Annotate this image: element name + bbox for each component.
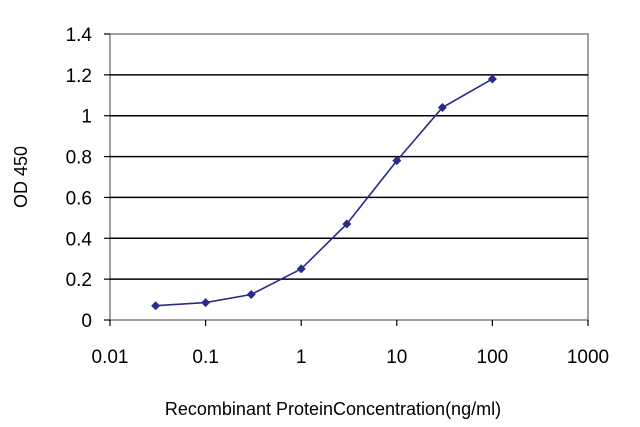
gridlines [110,74,588,280]
x-tick-label: 10 [386,347,407,368]
data-point [201,298,211,308]
series-group [151,74,497,311]
x-axis-title: Recombinant ProteinConcentration(ng/ml) [165,399,501,419]
y-tick-label: 1.2 [66,66,92,87]
data-point [392,156,402,166]
y-tick-label: 0.2 [66,270,92,291]
data-point [437,103,447,113]
y-axis: 0 0.2 0.4 0.6 0.8 1 1.2 1.4 [66,25,110,332]
y-tick-label: 0.4 [66,229,93,250]
x-tick-label: 0.1 [192,347,218,368]
y-tick-label: 1.4 [66,25,93,46]
y-tick-label: 0.6 [66,188,92,209]
x-tick-label: 1 [296,347,307,368]
plot-area [109,33,589,321]
y-axis-title: OD 450 [11,146,31,208]
y-tick-label: 0 [81,311,92,332]
data-point [151,301,161,311]
x-axis: 0.01 0.1 1 10 100 1000 [92,320,609,368]
x-tick-label: 100 [477,347,509,368]
x-tick-label: 1000 [567,347,609,368]
data-point [246,289,256,299]
y-tick-label: 0.8 [66,148,92,169]
y-tick-label: 1 [81,107,92,128]
data-point [487,74,497,84]
data-point [296,264,306,274]
series-line [155,78,493,307]
data-point [342,219,352,229]
x-tick-label: 0.01 [92,347,129,368]
